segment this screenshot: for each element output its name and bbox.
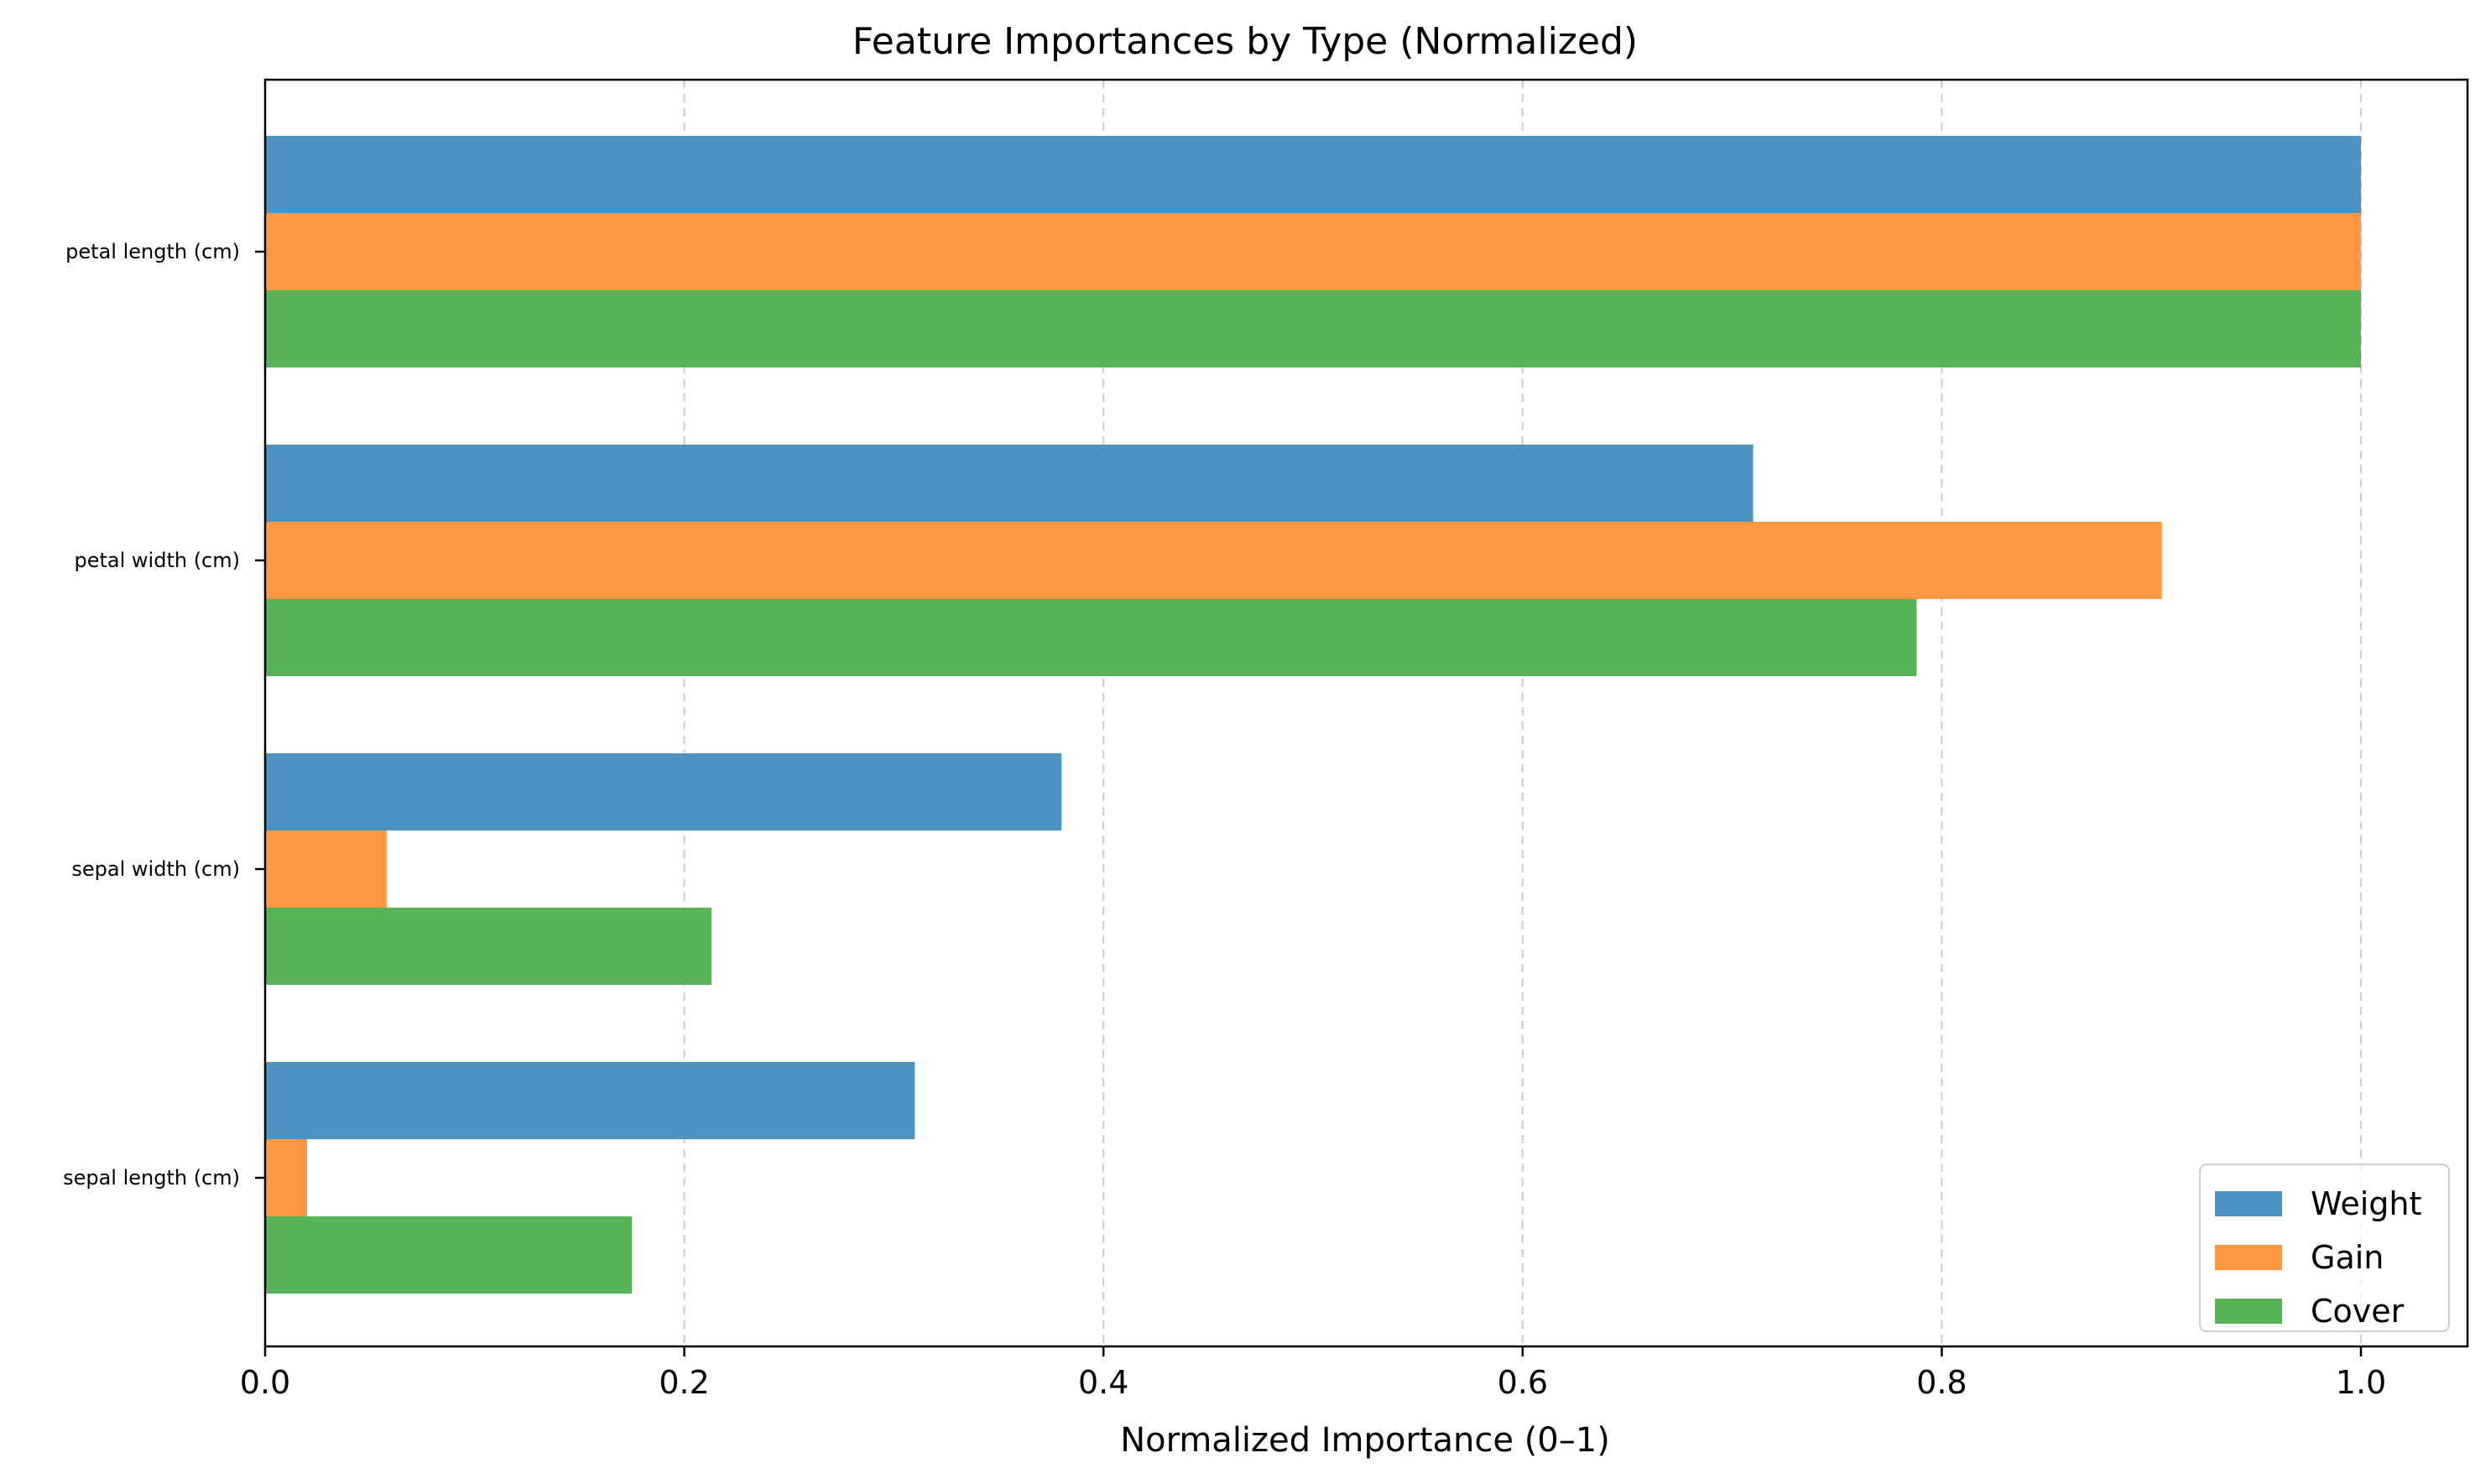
bar-gain-1 — [265, 522, 2162, 599]
bar-weight-2 — [265, 753, 1062, 831]
x-tick-label: 0.6 — [1498, 1364, 1548, 1401]
chart-title: Feature Importances by Type (Normalized) — [852, 20, 1638, 63]
x-tick-label: 0.4 — [1078, 1364, 1128, 1401]
legend-label-cover: Cover — [2311, 1293, 2405, 1330]
y-tick-label: sepal length (cm) — [63, 1166, 240, 1190]
y-tick-label: sepal width (cm) — [71, 857, 240, 881]
bars — [265, 136, 2361, 1294]
x-tick-label: 1.0 — [2336, 1364, 2386, 1401]
legend-label-weight: Weight — [2311, 1185, 2421, 1222]
legend-label-gain: Gain — [2311, 1239, 2384, 1276]
x-axis-ticks: 0.0 0.2 0.4 0.6 0.8 1.0 — [240, 1346, 2386, 1401]
x-axis-label: Normalized Importance (0–1) — [1120, 1421, 1610, 1460]
bar-weight-0 — [265, 136, 2361, 213]
legend-swatch-gain — [2215, 1245, 2282, 1270]
x-tick-label: 0.8 — [1916, 1364, 1967, 1401]
legend: Weight Gain Cover — [2199, 1164, 2450, 1332]
legend-swatch-weight — [2215, 1191, 2282, 1216]
bar-weight-1 — [265, 445, 1754, 522]
bar-gain-2 — [265, 831, 387, 908]
y-tick-label: petal width (cm) — [75, 549, 241, 572]
bar-cover-3 — [265, 1216, 633, 1294]
legend-swatch-cover — [2215, 1299, 2282, 1324]
bar-cover-1 — [265, 599, 1917, 676]
x-tick-label: 0.0 — [240, 1364, 290, 1401]
bar-gain-0 — [265, 213, 2361, 290]
bar-cover-0 — [265, 290, 2361, 367]
bar-gain-3 — [265, 1139, 307, 1216]
plot-area-frame — [263, 78, 2469, 1348]
x-tick-label: 0.2 — [659, 1364, 709, 1401]
bar-weight-3 — [265, 1062, 915, 1139]
y-tick-label: petal length (cm) — [65, 240, 240, 263]
y-axis-ticks: petal length (cm) petal width (cm) sepal w… — [63, 240, 265, 1190]
bar-cover-2 — [265, 908, 712, 985]
